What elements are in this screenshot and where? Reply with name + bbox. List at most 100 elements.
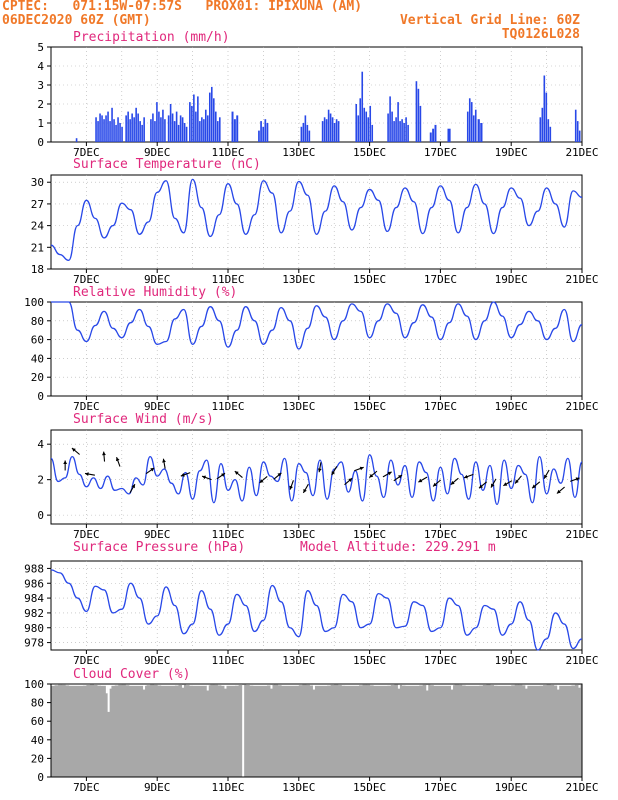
- rh-xtick-label: 9DEC: [144, 400, 171, 413]
- wind-arrow: [302, 483, 309, 494]
- cloud-bar: [245, 685, 250, 687]
- precip-panel: 0 1 2 3 4 5 7DEC 9DEC 11DEC 13DEC 15DEC 17DEC 19DEC 2…: [37, 30, 598, 159]
- press-series-line: [50, 569, 583, 651]
- cloud-bar: [281, 686, 286, 687]
- cloud-bar: [65, 685, 70, 687]
- cloud-bar: [86, 685, 91, 687]
- precip-ytick-label: 5: [37, 41, 44, 54]
- cloud-ytick-label: 80: [31, 697, 44, 710]
- press-annotation: Model Altitude: 229.291 m: [300, 540, 496, 555]
- precip-xtick-label: 11DEC: [211, 146, 244, 159]
- precip-bar: [304, 115, 307, 142]
- cloud-bar: [387, 685, 392, 687]
- cloud-bar: [181, 684, 187, 687]
- cloud-bar: [277, 685, 282, 687]
- cloud-bar: [546, 684, 551, 687]
- cloud-xtick-label: 7DEC: [73, 781, 100, 794]
- cloud-bar: [157, 685, 162, 687]
- rh-xtick-label: 11DEC: [211, 400, 244, 413]
- precip-frame: [50, 46, 583, 143]
- cloud-ytick-label: 40: [31, 734, 44, 747]
- precip-bar: [417, 88, 420, 142]
- wind-panel: 0 2 4 7DEC 9DEC 11DEC 13DEC 15DEC 17DEC 19DEC 21DE…: [37, 412, 598, 541]
- wind-arrow: [450, 477, 459, 486]
- precip-bar: [125, 115, 127, 142]
- press-xtick-label: 9DEC: [144, 654, 171, 667]
- precip-bar: [393, 121, 395, 142]
- precip-xtick-label: 7DEC: [73, 146, 100, 159]
- precip-xtick-label: 21DEC: [565, 146, 598, 159]
- wind-arrow: [490, 478, 497, 488]
- cloud-bar: [330, 684, 335, 687]
- precip-bar: [337, 121, 340, 142]
- precip-bar: [361, 71, 364, 142]
- cloud-bar: [189, 685, 194, 687]
- precip-bar: [401, 119, 403, 142]
- cloud-bar: [390, 685, 395, 687]
- cloud-bar: [511, 685, 516, 687]
- cloud-bar: [397, 684, 402, 687]
- temp-title: Surface Temperature (nC): [73, 157, 261, 172]
- wind-arrow: [382, 471, 392, 478]
- press-xtick-label: 11DEC: [211, 654, 244, 667]
- cloud-bar: [249, 685, 254, 687]
- precip-bar: [357, 115, 360, 142]
- precip-bar: [260, 121, 262, 142]
- press-ytick-label: 980: [24, 622, 44, 635]
- precip-xtick-label: 19DEC: [495, 146, 528, 159]
- precip-bar: [466, 111, 469, 142]
- cloud-bar: [419, 685, 424, 687]
- cloud-bar: [514, 684, 519, 687]
- temp-xtick-label: 19DEC: [495, 273, 528, 286]
- cloud-bar: [82, 685, 87, 687]
- precip-bar: [189, 102, 191, 142]
- cloud-bar: [125, 685, 130, 687]
- cloud-bar: [525, 686, 530, 687]
- wind-ytick-label: 4: [37, 438, 44, 451]
- cloud-bar: [426, 684, 431, 687]
- precip-bar: [160, 117, 162, 142]
- precip-bar: [175, 111, 178, 142]
- cloud-bar: [578, 684, 583, 687]
- temp-xtick-label: 9DEC: [144, 273, 171, 286]
- precip-bar: [191, 105, 193, 142]
- cloud-gap: [426, 684, 429, 691]
- temp-frame: [50, 174, 583, 270]
- wind-arrow: [570, 477, 580, 482]
- temp-panel: 18 21 24 27 30 7DEC 9DEC 11DEC 13DEC 15DEC 17DEC 19…: [31, 157, 599, 286]
- wind-xtick-label: 15DEC: [353, 528, 386, 541]
- precip-bar: [308, 130, 311, 142]
- precip-bar: [470, 102, 473, 142]
- wind-arrow: [354, 466, 364, 472]
- wind-arrow: [331, 466, 338, 476]
- station-info: CPTEC: 071:15W-07:57S PROX01: IPIXUNA (A…: [2, 0, 363, 14]
- cloud-bar: [68, 686, 73, 687]
- precip-bar: [258, 130, 260, 142]
- wind-xtick-label: 19DEC: [495, 528, 528, 541]
- wind-arrow: [71, 447, 80, 455]
- precip-bar: [133, 117, 135, 142]
- cloud-bar: [203, 686, 208, 687]
- cloud-bar: [461, 685, 466, 687]
- cloud-bar: [213, 684, 218, 687]
- precip-bar: [119, 123, 121, 142]
- rh-ytick-label: 60: [31, 334, 44, 347]
- precip-bar: [480, 123, 483, 142]
- precip-bar: [369, 105, 372, 142]
- precip-bar: [395, 117, 397, 142]
- cloud-bar: [539, 685, 544, 687]
- precip-bar: [203, 119, 205, 142]
- precip-bar: [169, 104, 172, 142]
- wind-arrow: [234, 470, 243, 478]
- precip-bar: [195, 111, 197, 142]
- wind-arrow: [531, 481, 541, 489]
- cloud-bar: [465, 686, 470, 687]
- precip-xtick-label: 15DEC: [353, 146, 386, 159]
- rh-ytick-label: 20: [31, 371, 44, 384]
- cloud-bar: [146, 685, 151, 687]
- cloud-bar: [153, 684, 158, 687]
- wind-ytick-label: 0: [37, 509, 44, 522]
- rh-ytick-label: 80: [31, 315, 44, 328]
- cloud-bar: [111, 686, 116, 687]
